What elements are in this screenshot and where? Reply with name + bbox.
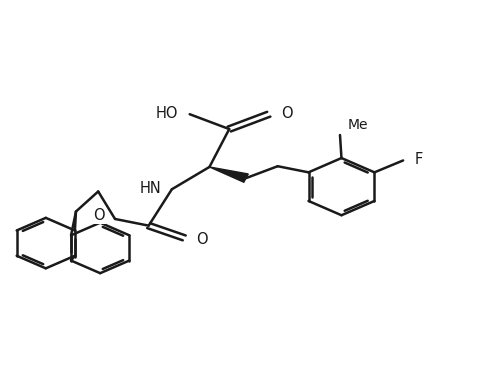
Text: F: F <box>415 152 423 167</box>
Text: O: O <box>196 232 208 247</box>
Text: Me: Me <box>348 118 368 132</box>
Text: HN: HN <box>139 181 161 196</box>
Text: O: O <box>281 106 293 121</box>
Polygon shape <box>210 167 248 182</box>
Text: HO: HO <box>156 106 178 121</box>
Text: O: O <box>94 208 105 223</box>
